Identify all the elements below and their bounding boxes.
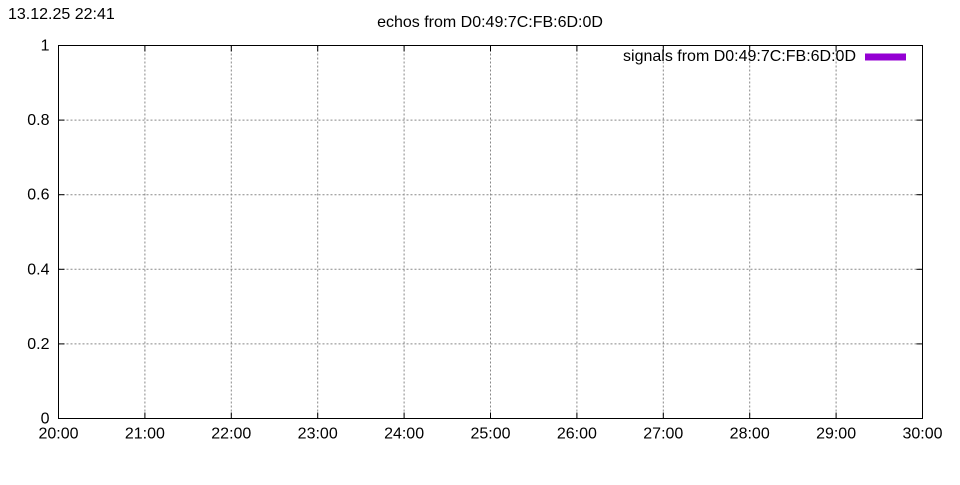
chart-title: echos from D0:49:7C:FB:6D:0D [377, 14, 603, 31]
y-tick-label: 1 [41, 38, 50, 55]
x-tick-label: 23:00 [298, 426, 338, 443]
x-tick-label: 20:00 [38, 426, 78, 443]
plot-frame [58, 45, 923, 419]
x-tick-label: 29:00 [816, 426, 856, 443]
x-tick-label: 21:00 [125, 426, 165, 443]
legend-label: signals from D0:49:7C:FB:6D:0D [623, 48, 856, 65]
ticks: 20:00 21:00 22:00 23:00 24:00 25:00 26:00 27:00… [27, 38, 942, 443]
y-tick-label: 0.8 [27, 112, 49, 129]
grid [58, 45, 923, 419]
y-tick-label: 0.6 [27, 187, 49, 204]
y-tick-label: 0.4 [27, 261, 49, 278]
timestamp: 13.12.25 22:41 [8, 6, 115, 23]
y-tick-label: 0 [41, 411, 50, 428]
x-tick-label: 27:00 [643, 426, 683, 443]
x-tick-label: 22:00 [211, 426, 251, 443]
legend: signals from D0:49:7C:FB:6D:0D [623, 48, 906, 65]
x-tick-label: 25:00 [470, 426, 510, 443]
y-tick-label: 0.2 [27, 336, 49, 353]
x-tick-label: 24:00 [384, 426, 424, 443]
x-tick-label: 28:00 [730, 426, 770, 443]
x-tick-label: 26:00 [557, 426, 597, 443]
x-tick-label: 30:00 [902, 426, 942, 443]
